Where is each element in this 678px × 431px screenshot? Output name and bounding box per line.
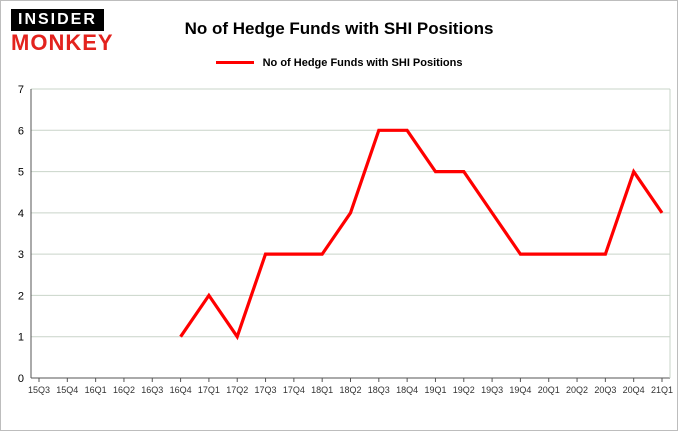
logo-monkey-text: MONKEY — [11, 30, 114, 55]
x-tick-label: 18Q4 — [396, 385, 418, 395]
y-tick-label: 1 — [18, 332, 24, 344]
x-tick-label: 19Q4 — [509, 385, 531, 395]
insider-monkey-logo: INSIDER MONKEY — [11, 9, 114, 54]
series-line — [179, 128, 664, 341]
x-tick-label: 20Q3 — [594, 385, 616, 395]
y-tick-label: 4 — [18, 208, 24, 220]
x-tick-label: 20Q2 — [566, 385, 588, 395]
x-tick-label: 16Q4 — [170, 385, 192, 395]
x-tick-label: 15Q3 — [28, 385, 50, 395]
legend-line-swatch — [215, 60, 254, 64]
x-tick-label: 21Q1 — [651, 385, 673, 395]
x-tick-label: 16Q2 — [113, 385, 135, 395]
y-tick-label: 7 — [18, 84, 24, 96]
x-tick-label: 17Q3 — [255, 385, 277, 395]
x-tick-label: 17Q4 — [283, 385, 305, 395]
y-tick-label: 5 — [18, 167, 24, 179]
y-tick-label: 0 — [18, 373, 24, 385]
chart-title: No of Hedge Funds with SHI Positions — [184, 19, 494, 38]
x-tick-label: 15Q4 — [56, 385, 78, 395]
x-tick-label: 16Q1 — [85, 385, 107, 395]
x-tick-label: 19Q3 — [481, 385, 503, 395]
x-tick-label: 18Q1 — [311, 385, 333, 395]
x-tick-label: 16Q3 — [141, 385, 163, 395]
x-tick-label: 19Q2 — [453, 385, 475, 395]
x-tick-label: 18Q3 — [368, 385, 390, 395]
y-tick-label: 2 — [18, 290, 24, 302]
x-tick-label: 19Q1 — [424, 385, 446, 395]
y-tick-label: 3 — [18, 249, 24, 261]
x-tick-label: 18Q2 — [339, 385, 361, 395]
y-tick-label: 6 — [18, 125, 24, 137]
legend: No of Hedge Funds with SHI Positions — [1, 57, 677, 69]
logo-insider-text: INSIDER — [11, 9, 104, 31]
x-tick-label: 17Q2 — [226, 385, 248, 395]
x-tick-label: 20Q4 — [623, 385, 645, 395]
x-tick-label: 20Q1 — [538, 385, 560, 395]
x-tick-label: 17Q1 — [198, 385, 220, 395]
legend-label: No of Hedge Funds with SHI Positions — [262, 57, 463, 70]
